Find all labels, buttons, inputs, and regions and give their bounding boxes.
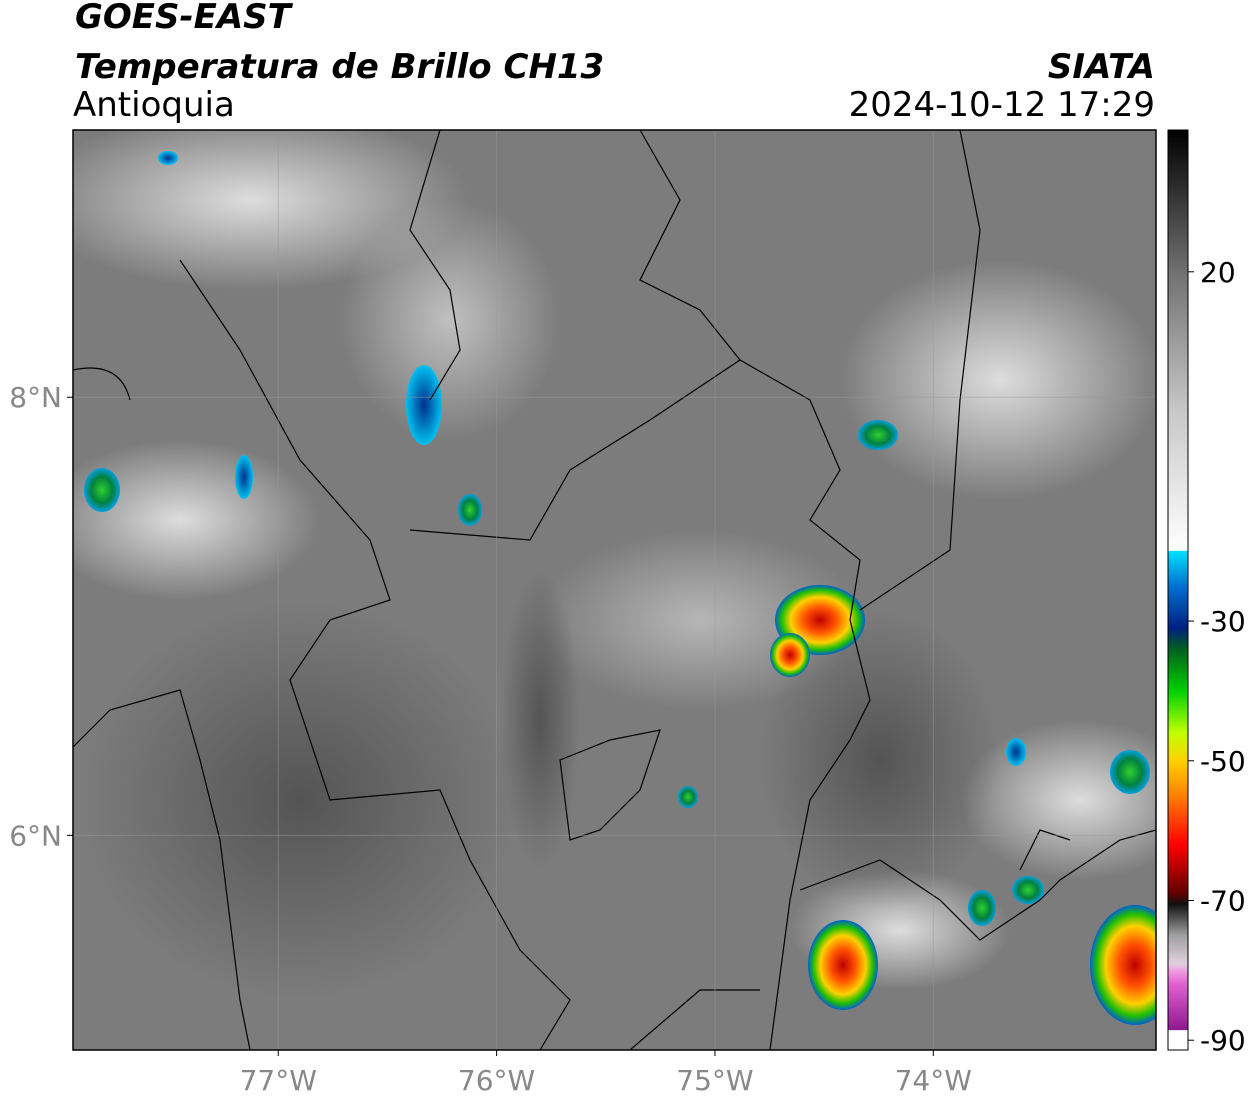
colorbar-tick-label: -50 [1200,745,1246,778]
y-tick-label: 6°N [9,819,62,852]
title: GOES-EAST [75,0,294,37]
x-tick-label: 74°W [895,1064,972,1097]
x-tick-label: 76°W [458,1064,535,1097]
colorbar-tick-label: -70 [1200,885,1246,918]
colorbar-tick-label: 20 [1200,256,1236,289]
colorbar-tick-label: -90 [1200,1024,1246,1057]
x-tick-label: 77°W [240,1064,317,1097]
x-tick-label: 75°W [676,1064,753,1097]
colorbar-tick-label: -30 [1200,605,1246,638]
subtitle: Temperatura de Brillo CH13 [75,47,604,87]
colorbar [1167,129,1189,1051]
map-frame [72,129,1157,1051]
region: Antioquia [73,85,235,125]
satellite-image [73,130,1156,1050]
datetime: 2024-10-12 17:29 [849,85,1155,125]
source: SIATA [1048,47,1155,87]
y-tick-label: 8°N [9,381,62,414]
